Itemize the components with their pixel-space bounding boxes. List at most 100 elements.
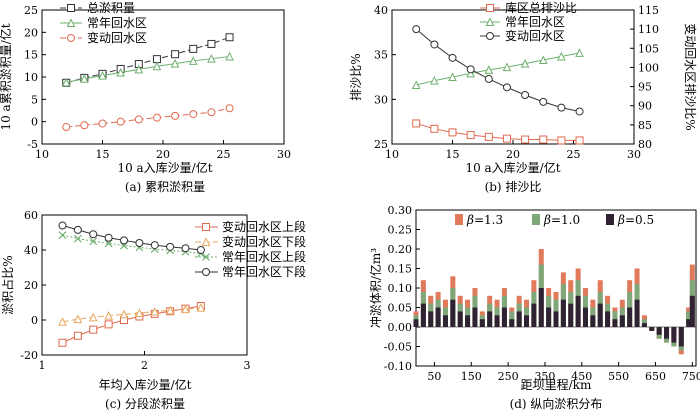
- panel-c-y-tick-label: 0: [31, 314, 38, 327]
- panel-a-series-2-point: [80, 121, 89, 130]
- panel-c-x-tick-label: 1: [39, 359, 46, 372]
- panel-d-caption: (d) 纵向淤积分布: [510, 396, 603, 411]
- panel-b-y-axis-label: 排沙比%: [349, 53, 363, 100]
- panel-d-bar-beta_0_5: [590, 315, 596, 327]
- panel-b-legend-label-2: 变动回水区: [505, 28, 565, 43]
- panel-c-series-1-point: [88, 312, 98, 322]
- panel-a-x-axis-label: 10 a入库沙量/亿t: [117, 160, 212, 175]
- panel-d-bar-beta_0_5: [509, 319, 515, 327]
- panel-d-bar-beta_0_5: [420, 303, 426, 327]
- panel-a-x-tick-label: 25: [217, 148, 231, 161]
- panel-b-right-tick-label: 100: [638, 61, 659, 74]
- panel-d-y-tick-label: 0.00: [388, 321, 413, 334]
- panel-c-plot-frame: [41, 214, 248, 356]
- panel-b-series-1-point: [557, 51, 566, 61]
- panel-c-y-tick-label: 20: [24, 279, 38, 292]
- panel-c-series-1-point: [135, 308, 144, 317]
- panel-c-legend-label-0: 变动回水区上段: [222, 219, 306, 234]
- panel-c-series-0-point: [73, 331, 82, 340]
- panel-a-y-tick-label: 15: [24, 49, 38, 62]
- panel-d-legend-swatch-1: [532, 214, 540, 225]
- panel-d-bar-beta_0_5: [546, 307, 552, 327]
- panel-a-series-2-point: [134, 115, 143, 124]
- panel-b-series-0-point: [502, 134, 511, 143]
- panel-a-series-2-point: [152, 113, 161, 122]
- panel-b-x-tick-label: 25: [567, 148, 581, 161]
- panel-a-series-2-point: [189, 110, 198, 119]
- panel-c-series-1-point: [104, 311, 113, 320]
- panel-d-bar-beta_0_5: [627, 307, 633, 327]
- panel-a-y-tick-label: 5: [31, 93, 38, 106]
- panel-c-series-0-point: [89, 325, 98, 334]
- panel-d-longitudinal-distribution: 50 150 250 350 450 550 650 750 -0.10 -0.05 0.00 0.0…: [368, 204, 700, 411]
- panel-a-series-1-point: [134, 64, 144, 74]
- panel-a-series-line-1: [66, 55, 230, 83]
- panel-d-y-tick-label: 0.10: [388, 282, 413, 295]
- panel-c-series-line-0: [62, 305, 201, 344]
- panel-d-y-axis-label: 冲淤体积/亿m³: [368, 248, 383, 328]
- panel-d-bar-beta_0_5: [524, 315, 530, 327]
- panel-d-y-tick-label: 0.15: [388, 263, 413, 276]
- panel-b-series-2-point: [521, 90, 530, 99]
- panel-a-legend-marker-1: [66, 18, 76, 27]
- panel-b-series-0-point: [430, 124, 439, 133]
- panel-d-legend-swatch-0: [455, 214, 463, 225]
- panel-c-series-3-point: [89, 230, 98, 239]
- panel-d-y-tick-label: 0.20: [388, 243, 413, 256]
- panel-c-y-tick-label: 40: [24, 244, 38, 257]
- panel-b-legend-label-0: 库区总排沙比: [505, 0, 577, 15]
- panel-a-series-0-point: [207, 39, 216, 48]
- panel-c-legend-marker-1: [201, 237, 211, 246]
- panel-d-bar-beta_0_5: [487, 311, 493, 327]
- panel-d-bar-beta_0_5: [516, 311, 522, 327]
- panel-c-series-3-point: [166, 242, 175, 251]
- panel-b-series-0-point: [412, 119, 421, 128]
- panel-b-series-line-1: [416, 52, 580, 86]
- panel-b-y-tick-label: 25: [374, 138, 388, 151]
- panel-b-right-tick-label: 115: [638, 4, 659, 17]
- panel-c-series-3-point: [104, 233, 113, 242]
- panel-b-caption: (b) 排沙比: [485, 180, 542, 194]
- panel-a-series-1-point: [152, 61, 162, 71]
- panel-b-right-tick-label: 80: [638, 138, 652, 151]
- panel-b-series-2-point: [502, 83, 511, 92]
- panel-b-y-tick-label: 30: [374, 93, 388, 106]
- panel-d-bar-beta_0_5: [501, 307, 507, 327]
- panel-c-series-2-point: [58, 231, 67, 240]
- panel-b-x-tick-label: 15: [446, 148, 460, 161]
- panel-d-bar-beta_0_5: [689, 295, 695, 327]
- panel-d-x-axis-label: 距坝里程/km: [521, 377, 592, 392]
- panel-d-y-tick-label: -0.10: [384, 360, 412, 373]
- panel-c-series-1-point: [165, 305, 175, 315]
- panel-b-x-tick-label: 30: [627, 148, 641, 161]
- panel-d-bar-beta_0_5: [656, 327, 662, 335]
- panel-b-series-2-point: [539, 97, 548, 106]
- panel-d-bar-beta_0_5: [641, 323, 647, 327]
- panel-a-y-tick-label: 0: [31, 116, 38, 129]
- panel-a-series-1-point: [116, 67, 125, 77]
- panel-d-bar-beta_0_5: [413, 319, 419, 327]
- panel-b-series-2-point: [448, 53, 457, 62]
- panel-c-y-axis-label: 淤积占比%: [0, 255, 15, 314]
- panel-a-caption: (a) 累积淤积量: [125, 180, 205, 194]
- panel-b-series-0-point: [448, 128, 457, 137]
- panel-c-legend-marker-0: [202, 223, 210, 231]
- panel-a-series-0-point: [189, 44, 198, 53]
- panel-c-y-tick-label: -20: [20, 349, 38, 362]
- panel-a-x-tick-label: 10: [35, 148, 49, 161]
- panel-d-y-tick-label: 0.30: [388, 204, 413, 217]
- panel-c-x-tick-label: 3: [244, 359, 251, 372]
- panel-a-legend-label-2: 变动回水区: [87, 30, 147, 45]
- panel-a-series-1-point: [98, 71, 107, 80]
- panel-d-bar-beta_0_5: [612, 319, 618, 327]
- panel-d-bar-beta_0_5: [450, 299, 456, 327]
- panel-a-legend-marker-0: [67, 4, 75, 12]
- panel-a-plot-frame: [41, 9, 285, 145]
- panel-b-right-tick-label: 95: [638, 81, 652, 94]
- panel-a-y-tick-label: 10: [24, 71, 38, 84]
- panel-b-series-1-point: [411, 80, 421, 90]
- panel-b-series-1-point: [520, 58, 530, 68]
- panel-a-y-tick-label: -5: [27, 138, 38, 151]
- panel-d-bar-beta_0_5: [428, 311, 434, 327]
- panel-b-right-tick-label: 105: [638, 42, 659, 55]
